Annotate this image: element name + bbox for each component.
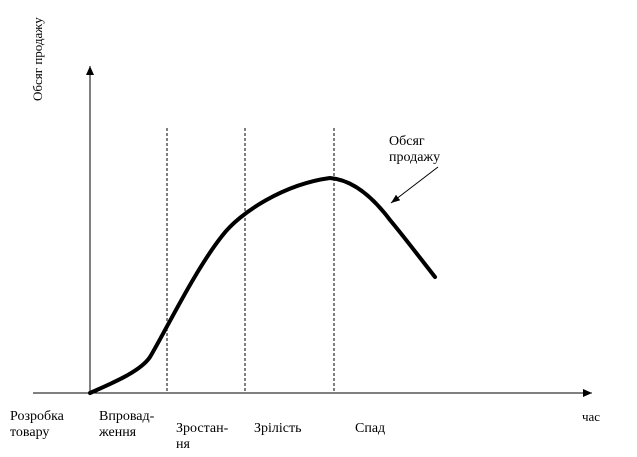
curve-label: Обсяг продажу (389, 134, 441, 165)
sales-curve (88, 176, 437, 395)
annotation-arrow (390, 166, 439, 204)
stage-label-maturity: Зрілість (254, 421, 302, 436)
x-axis-label: час (582, 409, 601, 424)
stage-label-decline: Спад (355, 421, 386, 436)
stage-label-growth: Зростан- ня (176, 421, 229, 452)
stage-label-introduction: Впровад- ження (99, 409, 155, 440)
stage-label-development: Розробка товару (10, 409, 64, 440)
y-axis-label: Обсяг продажу (30, 17, 45, 101)
